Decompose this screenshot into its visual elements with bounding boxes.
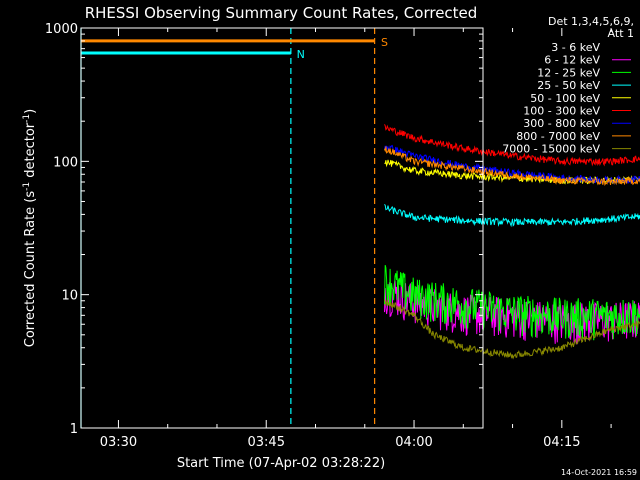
legend-label-6-12-kev: 6 - 12 keV xyxy=(544,54,600,67)
x-tick-label: 03:45 xyxy=(248,435,285,450)
legend-label-50-100-kev: 50 - 100 keV xyxy=(530,92,600,105)
series-line-6-12-kev xyxy=(384,280,640,345)
legend-label-3-6-kev: 3 - 6 keV xyxy=(551,41,600,54)
legend-label-25-50-kev: 25 - 50 keV xyxy=(537,79,600,92)
legend-header: Det 1,3,4,5,6,9, xyxy=(548,15,634,28)
series-line-12-25-kev xyxy=(384,264,640,341)
x-tick-label: 04:00 xyxy=(395,435,432,450)
legend-label-7000-15000-kev: 7000 - 15000 keV xyxy=(502,143,600,156)
legend-label-100-300-kev: 100 - 300 keV xyxy=(523,105,600,118)
y-axis-label-part: ) xyxy=(23,109,38,114)
legend-label-300-800-kev: 300 - 800 keV xyxy=(523,117,600,130)
chart-title: RHESSI Observing Summary Count Rates, Co… xyxy=(85,4,478,22)
legend-label-12-25-kev: 12 - 25 keV xyxy=(537,66,600,79)
y-tick-label: 10 xyxy=(61,289,78,304)
series-line-100-300-kev xyxy=(384,124,640,167)
y-axis-label-part: Corrected Count Rate (s xyxy=(23,191,38,348)
y-axis: 1 10 100 1000 xyxy=(45,22,483,437)
series-line-800-7000-kev xyxy=(384,146,640,186)
x-tick-label: 04:15 xyxy=(543,435,580,450)
y-axis-label-part: -1 xyxy=(22,182,32,191)
x-tick-label: 03:30 xyxy=(100,435,137,450)
series-line-7000-15000-kev xyxy=(384,299,640,360)
y-tick-label: 1 xyxy=(70,422,78,437)
y-axis-label-part: -1 xyxy=(22,114,32,123)
footer-timestamp: 14-Oct-2021 16:59 xyxy=(561,468,637,477)
x-axis-label: Start Time (07-Apr-02 03:28:22) xyxy=(177,456,385,471)
y-tick-label: 100 xyxy=(53,155,78,170)
series-line-25-50-kev xyxy=(384,204,640,228)
y-axis-label: Corrected Count Rate (s-1 detector-1) xyxy=(22,109,38,347)
series-line-300-800-kev xyxy=(384,144,640,186)
plot-frame xyxy=(80,27,484,429)
legend-label-800-7000-kev: 800 - 7000 keV xyxy=(516,130,600,143)
event-label: S xyxy=(381,36,388,49)
event-label: N xyxy=(297,48,305,61)
y-tick-label: 1000 xyxy=(45,22,78,37)
plot-area: NS xyxy=(80,28,640,429)
legend-header: Att 1 xyxy=(608,27,634,40)
y-axis-label-part: detector xyxy=(23,122,38,182)
